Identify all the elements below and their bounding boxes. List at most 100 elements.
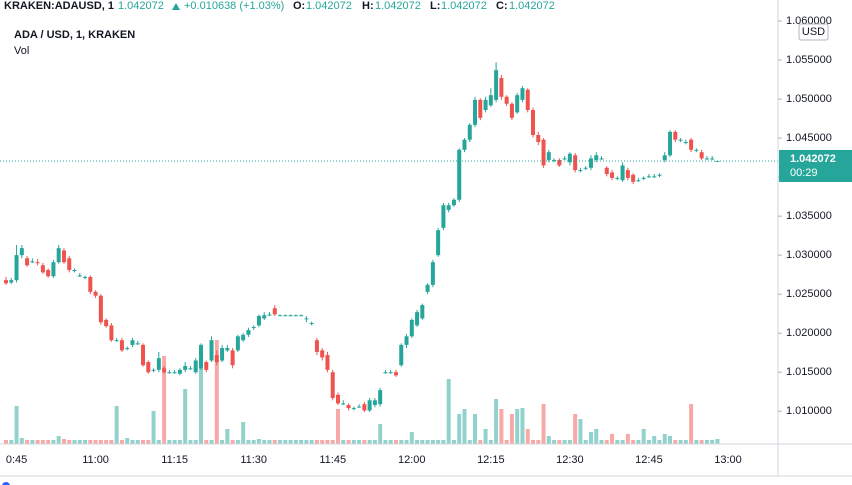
candle-body (425, 284, 430, 292)
candle-body (420, 305, 425, 319)
volume-bar (162, 356, 167, 444)
volume-bar (88, 440, 93, 444)
candle-body (525, 89, 530, 111)
candle-body (662, 155, 667, 160)
candle-body (19, 248, 24, 256)
candle-body (267, 314, 272, 316)
candle-body (557, 159, 562, 166)
candle-body (177, 369, 182, 374)
volume-bar (77, 440, 82, 444)
volume-bar (151, 411, 156, 444)
volume-bar (299, 440, 304, 444)
volume-bar (699, 440, 704, 444)
candle-body (636, 180, 641, 182)
volume-bar (583, 440, 588, 444)
volume-bar (72, 440, 77, 444)
candle-body (309, 323, 314, 325)
volume-bar (641, 429, 646, 444)
candle-body (98, 295, 103, 323)
volume-bar (646, 440, 651, 444)
candle-body (504, 96, 509, 104)
volume-bar (588, 432, 593, 444)
volume-bar (19, 438, 24, 444)
x-tick-label: 12:00 (398, 454, 426, 466)
currency-box (798, 23, 829, 41)
candle-body (457, 149, 462, 200)
volume-bar (467, 440, 472, 444)
candle-body (678, 139, 683, 141)
candle-body (362, 404, 367, 411)
volume-bar (515, 409, 520, 444)
candle-body (446, 205, 451, 210)
volume-bar (541, 404, 546, 444)
candle-body (220, 348, 225, 361)
candle-body (114, 340, 119, 342)
volume-bar (183, 389, 188, 444)
volume-bar (135, 440, 140, 444)
volume-bar (546, 436, 551, 444)
x-tick-label: 11:45 (319, 454, 346, 466)
volume-bar (393, 440, 398, 444)
candle-body (256, 316, 261, 326)
volume-bar (230, 440, 235, 444)
candle-body (704, 158, 709, 160)
volume-bar (531, 440, 535, 444)
volume-bar (130, 440, 135, 444)
volume-bar (156, 440, 161, 444)
y-tick-label: 1.015000 (786, 366, 832, 378)
volume-bar (204, 440, 209, 444)
candle-body (451, 199, 456, 206)
candle-body (9, 280, 14, 283)
volume-bar (415, 440, 420, 444)
candle-body (93, 291, 98, 296)
volume-bar (225, 429, 230, 444)
candle-body (488, 95, 493, 106)
candle-body (388, 372, 393, 374)
volume-bar (362, 440, 367, 444)
high-label: H: (362, 0, 374, 12)
candle-body (193, 360, 198, 373)
candle-body (578, 170, 583, 172)
volume-bar (668, 436, 673, 444)
volume-bar (262, 440, 267, 444)
candle-body (588, 158, 593, 168)
volume-bar (494, 399, 499, 444)
volume-bar (288, 440, 293, 444)
candle-body (610, 172, 615, 178)
volume-bar (499, 409, 504, 444)
candle-body (562, 158, 567, 160)
volume-bar (446, 379, 451, 444)
volume-bar (283, 440, 288, 444)
volume-bar (67, 440, 72, 444)
volume-bar (220, 440, 225, 444)
candle-body (51, 262, 56, 277)
candle-body (625, 170, 630, 178)
candle-body (109, 325, 114, 341)
volume-bar (604, 440, 609, 444)
y-tick-label: 1.010000 (786, 405, 832, 417)
candle-body (235, 336, 240, 351)
volume-bar (235, 440, 240, 444)
candle-body (14, 255, 19, 281)
candle-body (436, 230, 441, 256)
volume-bar (372, 440, 377, 444)
volume-bar (293, 440, 298, 444)
volume-bar (256, 439, 261, 444)
volume-bar (704, 440, 709, 444)
last-value: 1.042072 (118, 0, 164, 12)
volume-bar (488, 440, 493, 444)
volume-bar (35, 440, 40, 444)
volume-bar (409, 432, 414, 444)
up-arrow (172, 3, 180, 10)
candle-body (4, 280, 8, 284)
countdown: 00:29 (790, 167, 818, 179)
change: +0.010638 (+1.03%) (184, 0, 284, 12)
volume-bar (172, 440, 177, 444)
x-tick-label: 11:00 (82, 454, 109, 466)
volume-bar (683, 440, 688, 444)
candle-body (246, 330, 251, 335)
candle-body (299, 315, 304, 317)
volume-bar (278, 440, 283, 444)
candle-body (104, 319, 109, 327)
